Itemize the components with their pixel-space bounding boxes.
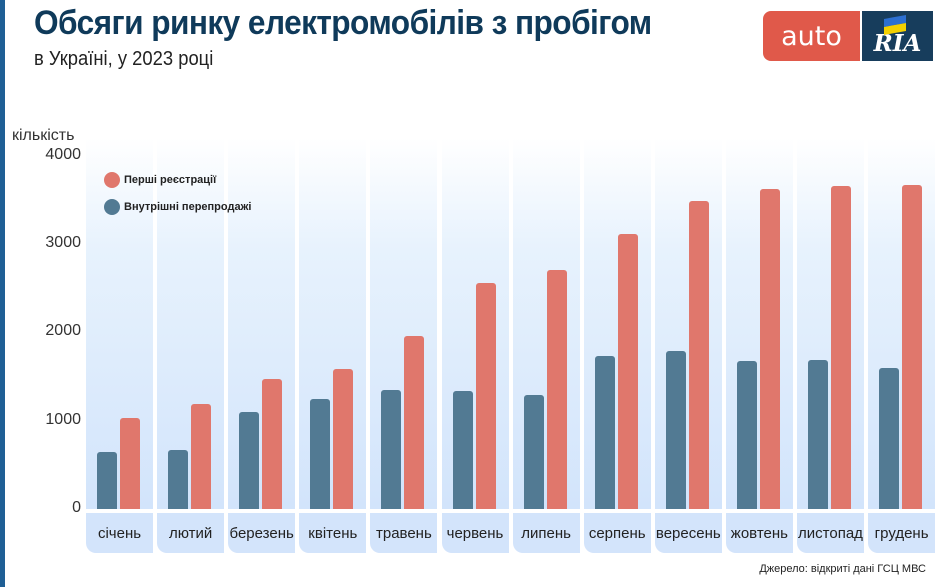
chart-subtitle: в Україні, у 2023 році bbox=[34, 48, 214, 70]
x-tick-label: лютий bbox=[157, 513, 225, 553]
legend-item-first-registrations: Перші реєстрації bbox=[104, 166, 251, 193]
x-tick-label: жовтень bbox=[725, 513, 793, 553]
bar-first-registrations bbox=[404, 335, 425, 509]
legend: Перші реєстрації Внутрішні перепродажі bbox=[104, 166, 251, 220]
legend-item-resales: Внутрішні перепродажі bbox=[104, 193, 251, 220]
month-column-bg bbox=[86, 138, 153, 509]
legend-label: Перші реєстрації bbox=[124, 173, 217, 186]
bar-first-registrations bbox=[759, 189, 780, 509]
y-tick-label: 2000 bbox=[45, 322, 81, 340]
bar-resales bbox=[239, 411, 260, 509]
left-accent-bar bbox=[0, 0, 5, 587]
source-note: Джерело: відкриті дані ГСЦ МВС bbox=[759, 563, 926, 575]
logo-auto-part: auto bbox=[763, 11, 860, 61]
bar-first-registrations bbox=[546, 270, 567, 509]
legend-swatch-resales bbox=[104, 198, 120, 215]
x-tick-label: квітень bbox=[299, 513, 367, 553]
y-axis-label: кількість bbox=[12, 127, 75, 144]
x-tick-label: грудень bbox=[868, 513, 936, 553]
bar-resales bbox=[97, 451, 117, 509]
legend-swatch-first-registrations bbox=[104, 171, 120, 188]
bar-resales bbox=[808, 359, 828, 509]
bar-resales bbox=[665, 350, 686, 509]
bar-resales bbox=[879, 367, 900, 509]
x-tick-label: січень bbox=[86, 513, 153, 553]
bar-first-registrations bbox=[262, 379, 283, 509]
bar-first-registrations bbox=[120, 417, 140, 509]
bar-first-registrations bbox=[902, 184, 923, 509]
x-tick-label: вересень bbox=[654, 513, 722, 553]
logo-ria-text: RIA bbox=[873, 30, 922, 57]
x-axis-baseline bbox=[84, 509, 934, 512]
y-tick-label: 3000 bbox=[45, 233, 81, 251]
bar-first-registrations bbox=[475, 282, 496, 509]
bar-first-registrations bbox=[831, 186, 851, 509]
bar-resales bbox=[523, 394, 544, 509]
bar-first-registrations bbox=[617, 234, 638, 509]
bar-resales bbox=[310, 399, 331, 509]
y-tick-label: 1000 bbox=[45, 410, 81, 428]
bar-first-registrations bbox=[688, 201, 709, 509]
bar-resales bbox=[381, 389, 402, 509]
x-tick-label: серпень bbox=[583, 513, 651, 553]
bar-resales bbox=[594, 356, 615, 509]
bar-resales bbox=[168, 449, 189, 509]
x-tick-label: березень bbox=[228, 513, 296, 553]
bar-first-registrations bbox=[333, 369, 354, 509]
x-tick-label: травень bbox=[370, 513, 438, 553]
autoria-logo: auto RIA bbox=[763, 11, 933, 61]
bar-resales bbox=[736, 360, 757, 509]
bar-resales bbox=[452, 391, 473, 509]
month-column-bg bbox=[157, 138, 225, 509]
bar-first-registrations bbox=[191, 403, 212, 509]
x-tick-label: червень bbox=[441, 513, 509, 553]
logo-ria-part: RIA bbox=[862, 11, 933, 61]
y-tick-label: 4000 bbox=[45, 145, 81, 163]
x-tick-label: листопад bbox=[797, 513, 864, 553]
legend-label: Внутрішні перепродажі bbox=[124, 200, 252, 213]
y-tick-label: 0 bbox=[72, 499, 81, 516]
chart-title: Обсяги ринку електромобілів з пробігом bbox=[34, 4, 652, 42]
x-tick-label: липень bbox=[512, 513, 580, 553]
